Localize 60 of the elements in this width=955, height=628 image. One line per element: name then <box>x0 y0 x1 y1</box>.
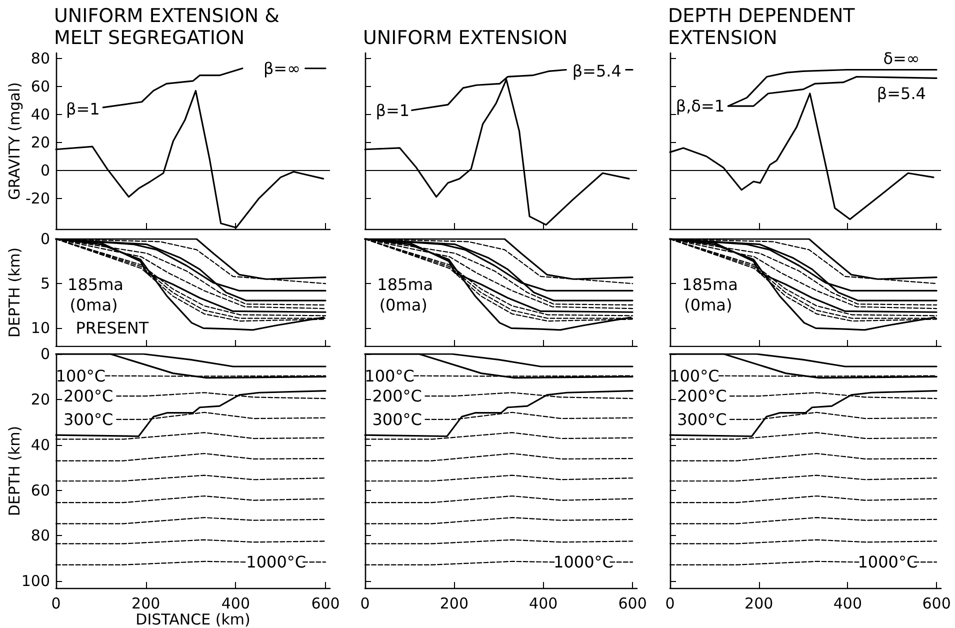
y-tick-label: 100 <box>21 572 50 590</box>
x-axis-title: DISTANCE (km) <box>136 610 250 628</box>
annotation: 1000°C <box>246 552 306 572</box>
annotation: β=1 <box>66 99 100 118</box>
x-tick-label: 400 <box>529 594 558 612</box>
y-axis-title: DEPTH (km) <box>6 426 24 516</box>
annotation: 100°C <box>56 366 106 386</box>
y-tick-label: -20 <box>26 189 50 208</box>
annotation: 1000°C <box>554 552 614 572</box>
annotation: 185ma <box>377 274 434 294</box>
annotation: 200°C <box>677 386 727 406</box>
y-tick-label: 0 <box>40 230 50 248</box>
x-tick-label: 0 <box>665 594 675 612</box>
y-tick-label: 80 <box>30 526 50 545</box>
x-tick-label: 0 <box>360 594 370 612</box>
y-tick-label: 5 <box>40 274 50 293</box>
annotation: β=5.4 <box>572 62 622 81</box>
annotation: β=1 <box>376 100 410 120</box>
annotation: 300°C <box>63 410 114 429</box>
annotation: (0ma) <box>684 295 732 314</box>
x-tick-label: 400 <box>833 594 862 612</box>
chart-title: UNIFORM EXTENSION <box>363 27 568 49</box>
annotation: 100°C <box>364 366 414 386</box>
x-tick-label: 600 <box>618 594 647 612</box>
annotation: 200°C <box>372 386 422 406</box>
chart-title: UNIFORM EXTENSION & MELT SEGREGATION <box>54 5 286 49</box>
y-tick-label: 40 <box>30 436 50 454</box>
y-tick-label: 10 <box>30 319 50 338</box>
y-axis-title: GRAVITY (mgal) <box>6 82 24 200</box>
y-tick-label: 40 <box>30 105 50 124</box>
y-tick-label: 20 <box>30 133 50 152</box>
annotation: β,δ=1 <box>676 96 725 116</box>
annotation: β=5.4 <box>876 84 926 104</box>
y-tick-label: 80 <box>30 50 50 68</box>
annotation: 200°C <box>63 386 114 406</box>
x-tick-label: 600 <box>922 594 951 612</box>
annotation: 100°C <box>670 366 720 386</box>
annotation: (0ma) <box>379 295 428 314</box>
annotation: β=∞ <box>263 58 300 78</box>
annotation: 185ma <box>68 274 124 294</box>
y-tick-label: 0 <box>40 345 50 363</box>
y-tick-label: 60 <box>30 481 50 500</box>
y-axis-title: DEPTH (km) <box>6 247 24 338</box>
annotation: 300°C <box>372 410 422 429</box>
x-tick-label: 200 <box>744 594 774 612</box>
y-tick-label: 60 <box>30 78 50 96</box>
x-tick-label: 200 <box>440 594 468 612</box>
annotation: (0ma) <box>70 295 118 314</box>
x-tick-label: 200 <box>132 594 160 612</box>
annotation: 300°C <box>677 410 727 429</box>
x-tick-label: 400 <box>221 594 250 612</box>
x-tick-label: 0 <box>51 594 61 612</box>
annotation: δ=∞ <box>883 49 920 68</box>
annotation: 185ma <box>682 274 738 294</box>
annotation: PRESENT <box>76 318 149 338</box>
chart-title: DEPTH DEPENDENT EXTENSION <box>668 5 861 49</box>
annotation: 1000°C <box>858 552 918 572</box>
y-tick-label: 20 <box>30 390 50 408</box>
x-tick-label: 600 <box>311 594 340 612</box>
y-tick-label: 0 <box>40 161 50 180</box>
